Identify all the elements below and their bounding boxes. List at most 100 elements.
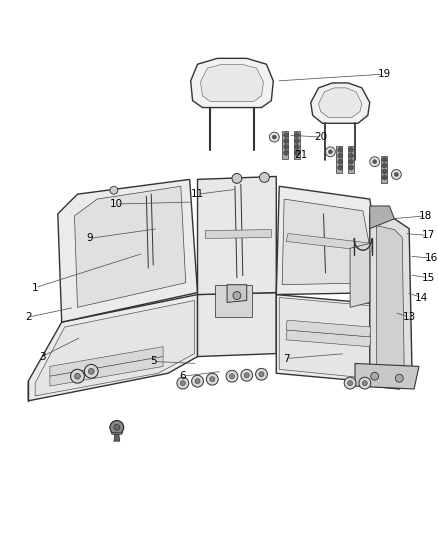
Circle shape [362, 381, 367, 385]
Circle shape [294, 144, 300, 149]
Polygon shape [286, 330, 371, 346]
Circle shape [373, 160, 377, 164]
Text: 13: 13 [403, 312, 416, 322]
Polygon shape [311, 83, 370, 123]
Polygon shape [35, 301, 194, 396]
Text: 16: 16 [425, 253, 438, 263]
Circle shape [71, 369, 85, 383]
Circle shape [85, 365, 98, 378]
Circle shape [260, 173, 269, 182]
Circle shape [382, 175, 387, 180]
Polygon shape [370, 214, 412, 389]
Circle shape [294, 150, 300, 155]
Polygon shape [355, 364, 419, 389]
Circle shape [284, 144, 289, 149]
Circle shape [370, 157, 380, 167]
Circle shape [284, 150, 289, 155]
Polygon shape [276, 295, 394, 383]
Text: 17: 17 [422, 230, 435, 240]
Circle shape [349, 148, 353, 152]
Polygon shape [50, 357, 163, 386]
Circle shape [349, 159, 353, 164]
Polygon shape [381, 156, 386, 183]
Polygon shape [191, 58, 273, 108]
Circle shape [338, 159, 343, 164]
Circle shape [359, 377, 371, 389]
Circle shape [210, 377, 215, 382]
Polygon shape [282, 199, 377, 285]
Circle shape [192, 375, 203, 387]
Circle shape [114, 424, 120, 430]
Polygon shape [286, 233, 373, 251]
Text: 21: 21 [294, 150, 307, 160]
Text: 20: 20 [314, 132, 327, 142]
Polygon shape [276, 187, 385, 295]
Circle shape [180, 381, 185, 385]
Polygon shape [282, 131, 288, 159]
Polygon shape [58, 180, 198, 322]
Polygon shape [318, 88, 362, 117]
Polygon shape [198, 176, 276, 295]
Polygon shape [198, 293, 276, 357]
Polygon shape [227, 285, 247, 302]
Polygon shape [350, 244, 370, 308]
Text: 14: 14 [415, 293, 428, 303]
Polygon shape [205, 230, 272, 238]
Polygon shape [50, 346, 163, 376]
Circle shape [284, 133, 289, 138]
Polygon shape [111, 432, 123, 434]
Circle shape [396, 374, 403, 382]
Circle shape [382, 157, 387, 162]
Polygon shape [74, 187, 186, 308]
Text: 5: 5 [150, 357, 156, 367]
Circle shape [244, 373, 249, 378]
Text: 2: 2 [25, 312, 32, 322]
Circle shape [284, 139, 289, 143]
Text: 6: 6 [180, 372, 186, 381]
Polygon shape [286, 320, 371, 337]
Polygon shape [370, 206, 394, 229]
Polygon shape [215, 285, 252, 317]
Circle shape [195, 379, 200, 384]
Circle shape [272, 135, 276, 139]
Circle shape [328, 150, 332, 154]
Text: 10: 10 [110, 199, 124, 209]
Circle shape [294, 133, 300, 138]
Polygon shape [114, 434, 120, 441]
Polygon shape [348, 146, 354, 174]
Circle shape [206, 373, 218, 385]
Text: 3: 3 [39, 352, 46, 361]
Polygon shape [336, 146, 342, 174]
Polygon shape [279, 297, 388, 379]
Polygon shape [28, 295, 198, 401]
Circle shape [338, 154, 343, 158]
Text: 9: 9 [86, 233, 92, 244]
Circle shape [241, 369, 253, 381]
Circle shape [294, 139, 300, 143]
Circle shape [226, 370, 238, 382]
Text: 18: 18 [419, 211, 432, 221]
Circle shape [392, 169, 401, 180]
Circle shape [233, 292, 241, 300]
Circle shape [177, 377, 189, 389]
Polygon shape [201, 64, 264, 102]
Circle shape [259, 372, 264, 377]
Polygon shape [377, 225, 404, 379]
Circle shape [382, 163, 387, 168]
Circle shape [74, 373, 81, 379]
Circle shape [110, 421, 124, 434]
Circle shape [349, 154, 353, 158]
Circle shape [256, 368, 268, 380]
Circle shape [269, 132, 279, 142]
Text: 7: 7 [283, 353, 290, 364]
Circle shape [344, 377, 356, 389]
Circle shape [88, 368, 94, 374]
Circle shape [230, 374, 234, 379]
Circle shape [338, 165, 343, 170]
Circle shape [110, 187, 118, 194]
Text: 1: 1 [32, 282, 39, 293]
Circle shape [349, 165, 353, 170]
Text: 19: 19 [378, 69, 391, 79]
Circle shape [394, 173, 398, 176]
Circle shape [338, 148, 343, 152]
